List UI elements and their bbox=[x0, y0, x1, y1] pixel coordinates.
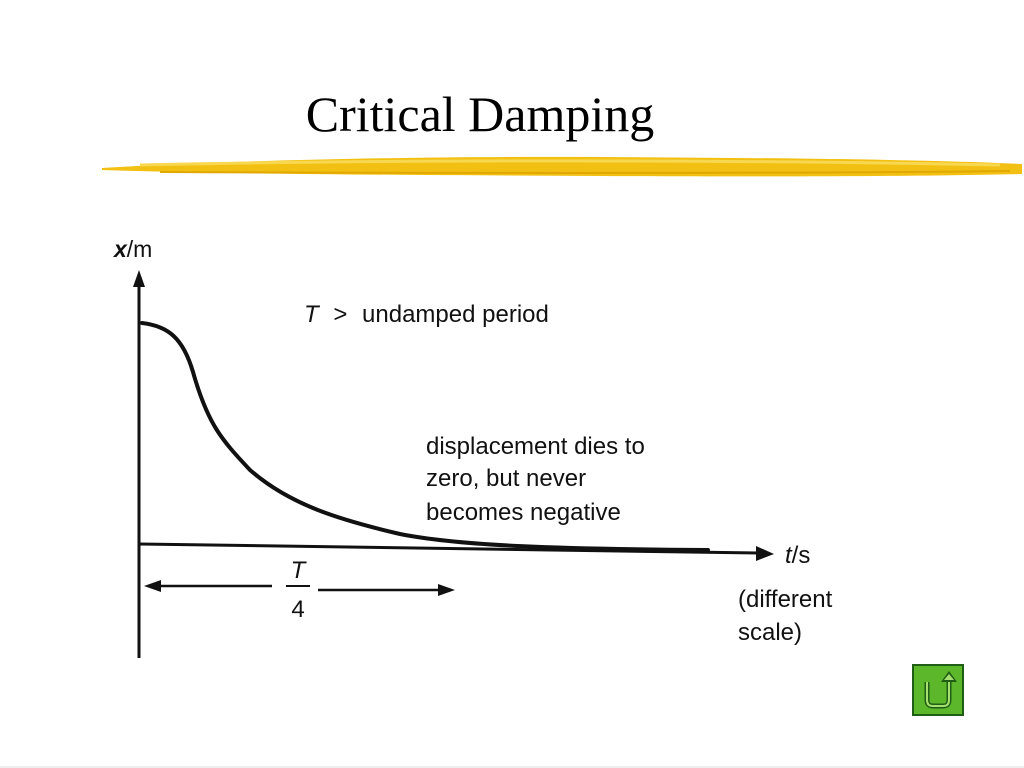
footer-divider bbox=[0, 766, 1024, 768]
return-arrow-icon bbox=[924, 671, 957, 709]
quarter-period-arrowhead-right bbox=[438, 584, 455, 596]
y-axis-arrowhead bbox=[133, 270, 145, 287]
annotation-line-2: zero, but never bbox=[426, 465, 586, 492]
y-axis-label: x/m bbox=[112, 236, 152, 262]
quarter-period-numerator: T bbox=[291, 557, 308, 584]
x-axis-label: t/s bbox=[785, 542, 810, 569]
annotation-line-1: displacement dies to bbox=[426, 433, 645, 460]
scale-note-line-1: (different bbox=[738, 586, 833, 613]
slide-title: Critical Damping bbox=[305, 86, 655, 142]
quarter-period-denominator: 4 bbox=[291, 596, 304, 623]
return-button[interactable] bbox=[912, 664, 964, 716]
x-axis-arrowhead bbox=[756, 546, 774, 561]
annotation-line-3: becomes negative bbox=[426, 499, 621, 526]
quarter-period-arrowhead-left bbox=[144, 580, 161, 592]
displacement-curve bbox=[140, 321, 710, 552]
period-statement: T > undamped period bbox=[304, 301, 549, 328]
scale-note-line-2: scale) bbox=[738, 619, 802, 646]
highlight-underline bbox=[102, 156, 1022, 177]
